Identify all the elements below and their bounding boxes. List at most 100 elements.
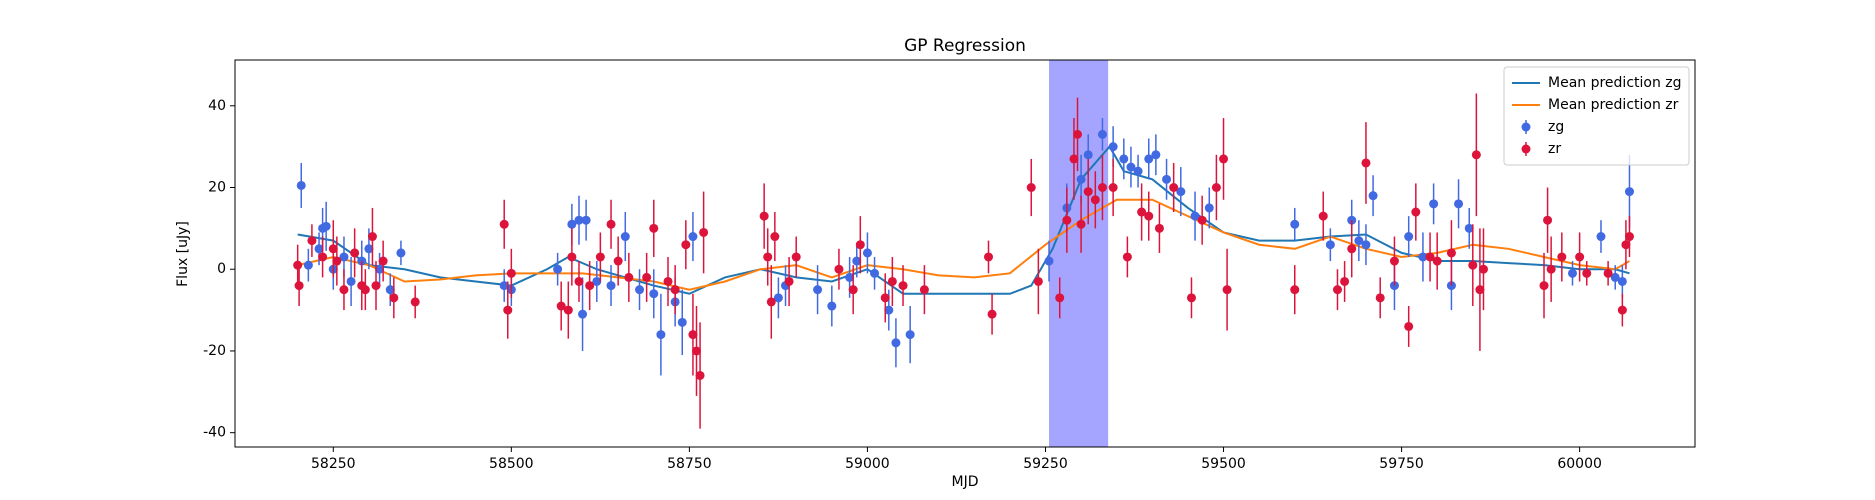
data-point xyxy=(307,236,317,246)
data-point xyxy=(1122,252,1132,262)
chart-title: GP Regression xyxy=(904,36,1026,56)
data-point xyxy=(681,240,691,250)
data-point xyxy=(1144,154,1154,164)
data-point xyxy=(567,252,577,262)
data-point xyxy=(314,244,324,254)
data-point xyxy=(339,285,349,295)
data-point xyxy=(1617,276,1627,286)
data-point xyxy=(346,276,356,286)
y-tick-label: -40 xyxy=(203,425,226,441)
data-point xyxy=(670,285,680,295)
data-point xyxy=(1186,293,1196,303)
data-point xyxy=(624,272,634,282)
y-tick-label: 20 xyxy=(208,180,226,196)
data-point xyxy=(1361,158,1371,168)
data-point xyxy=(870,268,880,278)
data-point xyxy=(1126,162,1136,172)
data-point xyxy=(784,276,794,286)
data-point xyxy=(855,240,865,250)
data-point xyxy=(606,281,616,291)
data-point xyxy=(1543,215,1553,225)
data-point xyxy=(1169,183,1179,193)
data-point xyxy=(1033,276,1043,286)
y-tick-label: 0 xyxy=(217,261,226,277)
data-point xyxy=(1468,260,1478,270)
data-point xyxy=(1062,215,1072,225)
data-point xyxy=(919,285,929,295)
data-point xyxy=(592,276,602,286)
data-point xyxy=(1478,264,1488,274)
x-tick-label: 59250 xyxy=(1023,456,1068,472)
data-point xyxy=(905,330,915,340)
data-point xyxy=(367,232,377,242)
data-point xyxy=(1475,285,1485,295)
data-point xyxy=(677,317,687,327)
data-point xyxy=(410,297,420,307)
data-point xyxy=(375,264,385,274)
data-point xyxy=(649,289,659,299)
data-point xyxy=(656,330,666,340)
data-point xyxy=(578,309,588,319)
x-tick-label: 58500 xyxy=(489,456,534,472)
data-point xyxy=(567,219,577,229)
data-point xyxy=(827,301,837,311)
data-point xyxy=(606,219,616,229)
data-point xyxy=(296,180,306,190)
data-point xyxy=(862,248,872,258)
data-point xyxy=(585,281,595,291)
data-point xyxy=(635,285,645,295)
data-point xyxy=(699,227,709,237)
data-point xyxy=(1083,187,1093,197)
data-point xyxy=(1621,240,1631,250)
data-point xyxy=(318,252,328,262)
data-point xyxy=(1354,236,1364,246)
data-point xyxy=(759,211,769,221)
data-point xyxy=(581,215,591,225)
data-point xyxy=(506,268,516,278)
data-point xyxy=(770,232,780,242)
data-point xyxy=(1347,244,1357,254)
data-point xyxy=(1418,252,1428,262)
data-point xyxy=(1190,211,1200,221)
x-tick-label: 58250 xyxy=(311,456,356,472)
data-point xyxy=(1026,183,1036,193)
data-point xyxy=(880,293,890,303)
y-tick-label: 40 xyxy=(208,98,226,114)
data-point xyxy=(294,281,304,291)
data-point xyxy=(1425,252,1435,262)
data-point xyxy=(1596,232,1606,242)
data-point xyxy=(1090,195,1100,205)
data-point xyxy=(1575,252,1585,262)
data-point xyxy=(1617,305,1627,315)
legend-label: Mean prediction zr xyxy=(1548,97,1679,113)
data-point xyxy=(1471,150,1481,160)
y-tick-label: -20 xyxy=(203,343,226,359)
data-point xyxy=(1055,293,1065,303)
data-point xyxy=(1325,240,1335,250)
data-point xyxy=(1108,142,1118,152)
data-point xyxy=(503,305,513,315)
data-point xyxy=(574,276,584,286)
data-point xyxy=(499,281,509,291)
data-point xyxy=(642,272,652,282)
data-point xyxy=(1290,219,1300,229)
data-point xyxy=(1404,232,1414,242)
data-point xyxy=(1368,191,1378,201)
data-point xyxy=(688,330,698,340)
data-point xyxy=(1044,256,1054,266)
y-axis-label: Flux [uJy] xyxy=(175,221,191,287)
x-tick-label: 59500 xyxy=(1201,456,1246,472)
data-point xyxy=(1197,215,1207,225)
data-point xyxy=(378,256,388,266)
data-point xyxy=(364,244,374,254)
data-point xyxy=(499,219,509,229)
x-tick-label: 60000 xyxy=(1557,456,1602,472)
data-point xyxy=(360,285,370,295)
data-point xyxy=(385,285,395,295)
data-point xyxy=(1137,207,1147,217)
legend-box xyxy=(1503,66,1690,166)
data-point xyxy=(303,260,313,270)
legend-label: zg xyxy=(1548,119,1564,135)
data-point xyxy=(1290,285,1300,295)
legend-swatch xyxy=(1521,122,1531,132)
